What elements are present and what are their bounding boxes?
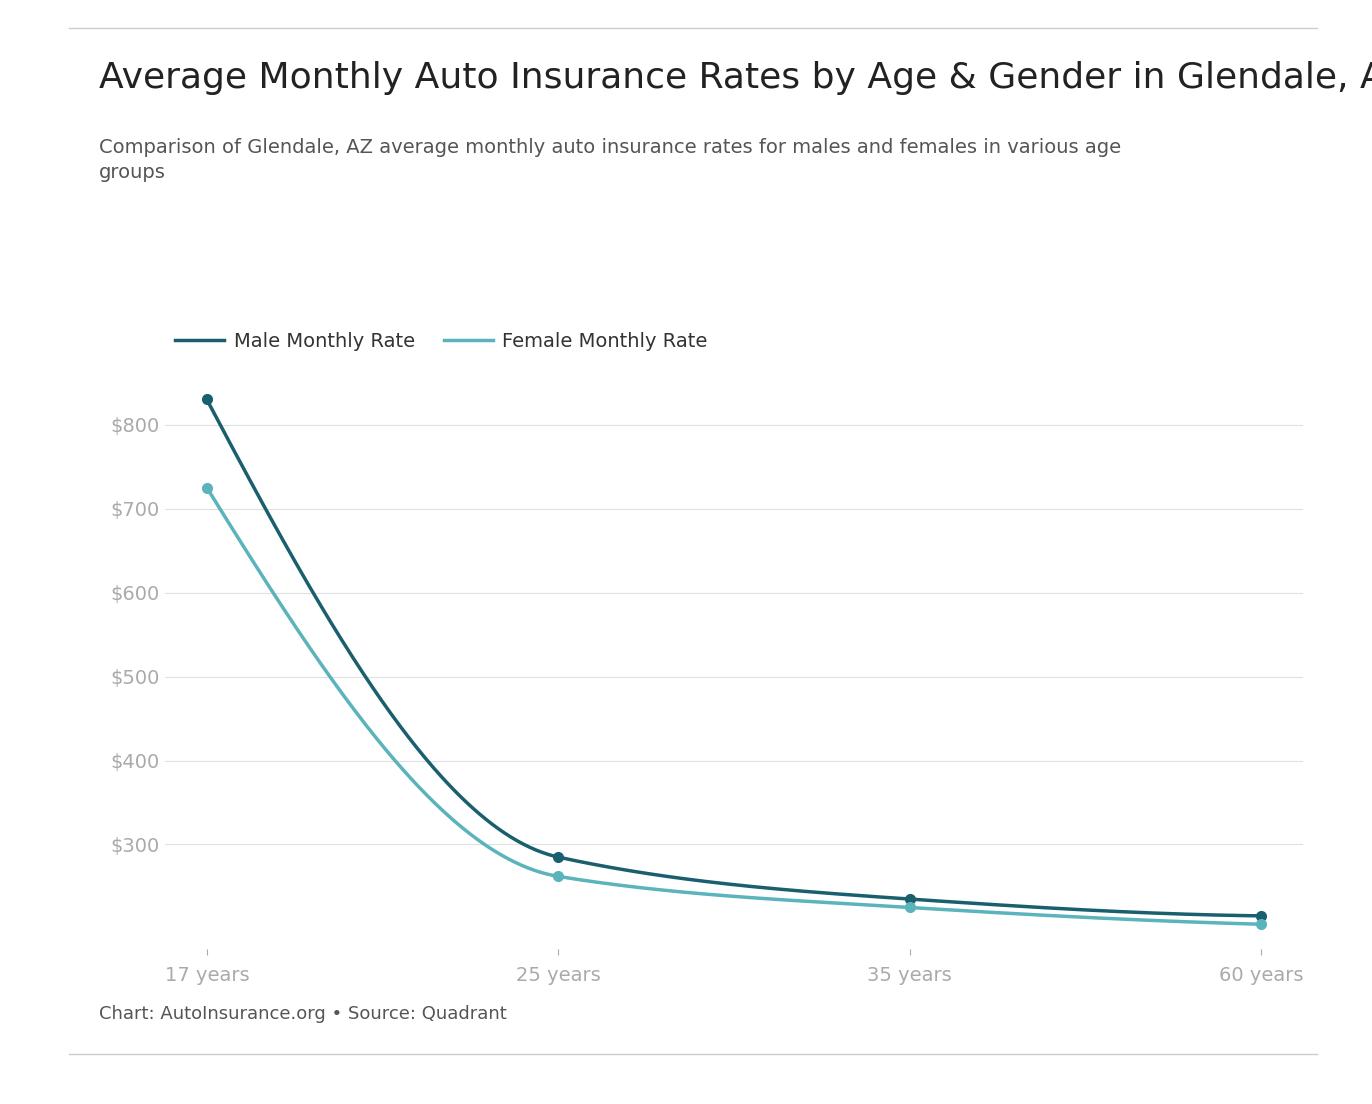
Point [899, 899, 921, 916]
Text: Chart: AutoInsurance.org • Source: Quadrant: Chart: AutoInsurance.org • Source: Quadr… [99, 1005, 506, 1022]
Point [899, 890, 921, 907]
Text: Average Monthly Auto Insurance Rates by Age & Gender in Glendale, AZ: Average Monthly Auto Insurance Rates by … [99, 61, 1372, 95]
Point [1250, 915, 1272, 933]
Legend: Male Monthly Rate, Female Monthly Rate: Male Monthly Rate, Female Monthly Rate [167, 325, 715, 359]
Point [196, 479, 218, 497]
Point [196, 391, 218, 408]
Point [547, 868, 569, 885]
Point [1250, 907, 1272, 925]
Point [547, 848, 569, 866]
Text: Comparison of Glendale, AZ average monthly auto insurance rates for males and fe: Comparison of Glendale, AZ average month… [99, 138, 1121, 182]
